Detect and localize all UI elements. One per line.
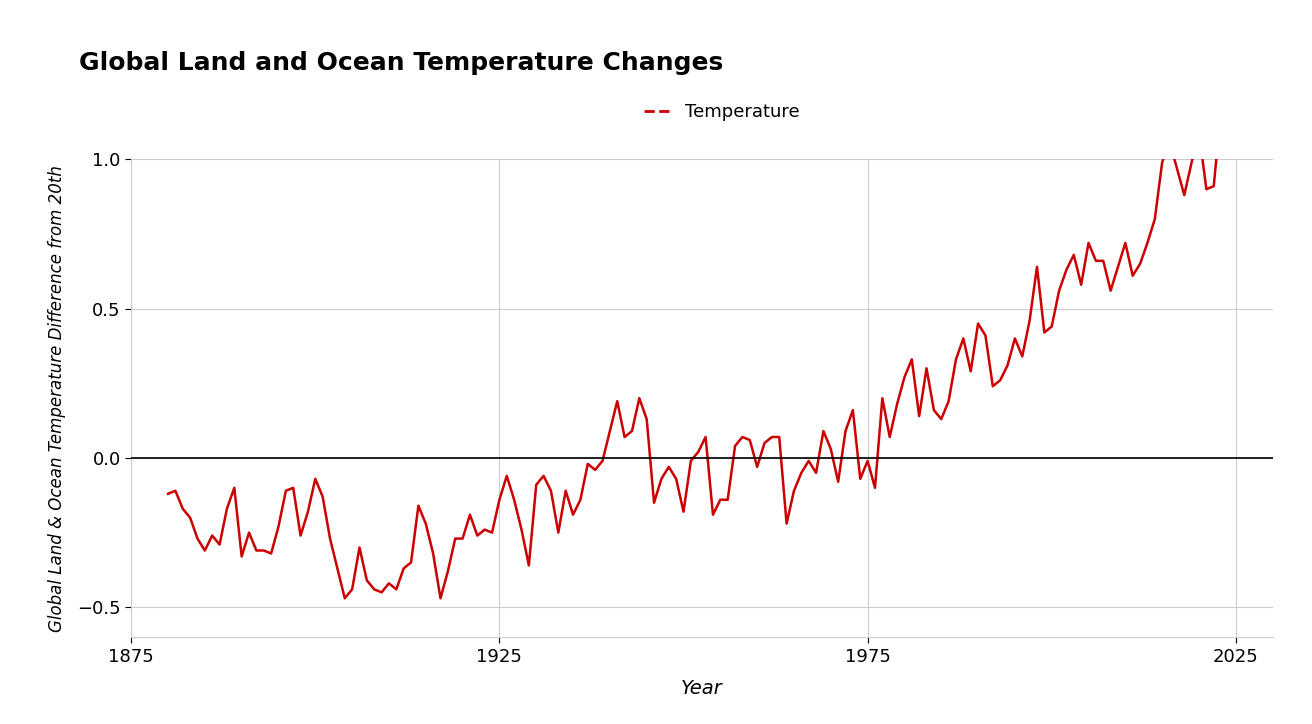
Legend: Temperature: Temperature [636,96,807,128]
Y-axis label: Global Land & Ocean Temperature Difference from 20th: Global Land & Ocean Temperature Differen… [49,165,66,631]
Text: Global Land and Ocean Temperature Changes: Global Land and Ocean Temperature Change… [79,51,723,75]
X-axis label: Year: Year [681,679,723,699]
